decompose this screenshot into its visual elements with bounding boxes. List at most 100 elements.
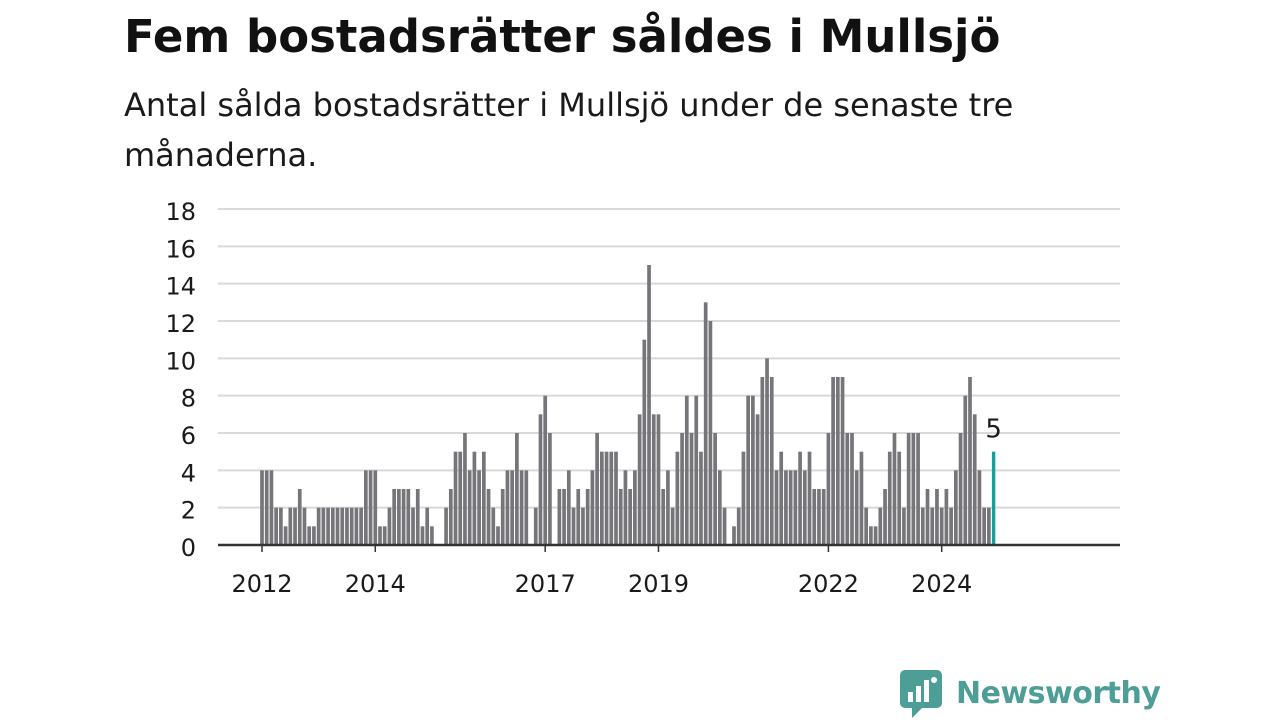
- bars: [260, 265, 996, 545]
- bar: [722, 507, 727, 545]
- bar: [269, 470, 274, 545]
- bar: [656, 414, 661, 545]
- bar: [425, 507, 430, 545]
- bar: [378, 526, 382, 545]
- x-tick-label: 2022: [798, 570, 859, 598]
- bar: [817, 489, 821, 545]
- bar: [288, 507, 293, 545]
- bar: [953, 470, 958, 545]
- bar: [406, 489, 411, 545]
- bar: [260, 470, 264, 545]
- bar: [264, 470, 269, 545]
- bar: [897, 451, 902, 545]
- bar: [363, 470, 368, 545]
- x-tick-label: 2024: [911, 570, 972, 598]
- newsworthy-chart-bubble-icon: [900, 670, 942, 718]
- bar: [335, 507, 340, 545]
- bar: [821, 489, 826, 545]
- bar: [302, 507, 307, 545]
- bar: [519, 470, 524, 545]
- bar: [925, 489, 930, 545]
- grid-lines: [218, 208, 1120, 509]
- bar: [430, 526, 434, 545]
- newsworthy-wordmark: Newsworthy: [956, 675, 1161, 711]
- bar: [684, 395, 689, 545]
- y-tick-label: 18: [165, 198, 196, 226]
- bar: [670, 507, 675, 545]
- bar: [448, 489, 453, 545]
- bar: [708, 321, 713, 545]
- bar: [618, 489, 623, 545]
- bar: [902, 507, 906, 545]
- bar: [765, 358, 769, 545]
- bar: [717, 470, 722, 545]
- bar: [788, 470, 793, 545]
- bar: [321, 507, 326, 545]
- bar: [505, 470, 510, 545]
- bar: [878, 507, 883, 545]
- bar: [538, 414, 543, 545]
- bar: [680, 433, 684, 545]
- annotations: 5: [985, 415, 1002, 445]
- y-tick-label: 10: [165, 347, 196, 375]
- bar: [330, 507, 335, 545]
- bar: [368, 470, 373, 545]
- bar: [944, 489, 949, 545]
- bar: [604, 451, 609, 545]
- bar: [963, 395, 968, 545]
- bar: [887, 451, 892, 545]
- newsworthy-logo: Newsworthy: [900, 668, 1161, 718]
- bar: [651, 414, 656, 545]
- bar: [935, 489, 939, 545]
- bar: [515, 433, 519, 545]
- bar: [798, 451, 802, 545]
- chart-title: Fem bostadsrätter såldes i Mullsjö: [124, 10, 1001, 63]
- bar: [316, 507, 321, 545]
- bar: [732, 526, 736, 545]
- bar: [831, 377, 835, 545]
- bar: [491, 507, 496, 545]
- bar: [949, 507, 953, 545]
- bar: [500, 489, 505, 545]
- bar: [373, 470, 378, 545]
- bar: [444, 507, 448, 545]
- bar: [354, 507, 359, 545]
- bar: [609, 451, 614, 545]
- bar: [382, 526, 387, 545]
- bar: [557, 489, 562, 545]
- bar: [869, 526, 873, 545]
- bar: [411, 507, 415, 545]
- y-tick-label: 4: [181, 459, 196, 487]
- bar: [911, 433, 916, 545]
- bar: [854, 470, 859, 545]
- bar: [920, 507, 925, 545]
- bar: [496, 526, 500, 545]
- bar: [741, 451, 746, 545]
- bar: [453, 451, 458, 545]
- bar: [859, 451, 864, 545]
- bar: [463, 433, 467, 545]
- bar: [481, 451, 486, 545]
- bar: [623, 470, 628, 545]
- x-axis: 2012 2014 2017 2019 2022 2024: [218, 543, 1120, 598]
- bar: [274, 507, 279, 545]
- bar: [784, 470, 788, 545]
- bar-highlight: [991, 451, 996, 545]
- bar: [906, 433, 911, 545]
- bar: [661, 489, 666, 545]
- bar: [397, 489, 401, 545]
- bar: [359, 507, 363, 545]
- bar: [873, 526, 878, 545]
- bar: [533, 507, 538, 545]
- bar: [769, 377, 774, 545]
- bar: [713, 433, 717, 545]
- bar: [802, 470, 807, 545]
- bar: [472, 451, 477, 545]
- bar: [633, 470, 637, 545]
- y-tick-label: 0: [181, 534, 196, 562]
- bar: [297, 489, 302, 545]
- bar: [883, 489, 887, 545]
- bar: [599, 451, 604, 545]
- bar: [510, 470, 515, 545]
